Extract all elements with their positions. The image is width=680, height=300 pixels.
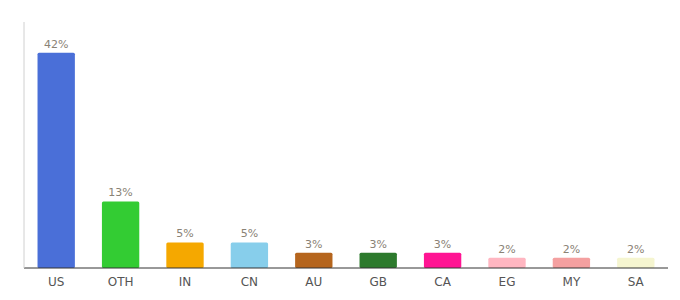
data-labels: 42% 13% 5% 5% 3% 3% 3% 2% 2% 2% <box>44 38 645 256</box>
data-label: 3% <box>369 238 386 251</box>
data-label: 5% <box>176 227 193 240</box>
bar <box>295 253 332 268</box>
tick-label: IN <box>179 275 192 289</box>
data-label: 13% <box>108 186 132 199</box>
bar <box>553 258 590 268</box>
bar <box>102 201 139 268</box>
data-label: 42% <box>44 38 68 51</box>
bar <box>231 242 268 268</box>
tick-label: MY <box>563 275 581 289</box>
tick-label: OTH <box>108 275 134 289</box>
tick-label: GB <box>369 275 387 289</box>
data-label: 2% <box>563 243 580 256</box>
data-label: 2% <box>498 243 515 256</box>
bar <box>166 242 203 268</box>
data-label: 5% <box>241 227 258 240</box>
tick-label: SA <box>628 275 645 289</box>
data-label: 3% <box>305 238 322 251</box>
bar <box>424 253 461 268</box>
chart-container: 42% 13% 5% 5% 3% 3% 3% 2% 2% 2% US OTH IN CN AU GB CA EG M… <box>0 0 680 300</box>
tick-label: CN <box>241 275 258 289</box>
x-axis-line <box>24 268 668 269</box>
chart: 42% 13% 5% 5% 3% 3% 3% 2% 2% 2% US OTH IN CN AU GB CA EG M… <box>0 0 680 300</box>
bar <box>360 253 397 268</box>
tick-label: CA <box>434 275 451 289</box>
tick-label: US <box>48 275 64 289</box>
data-label: 3% <box>434 238 451 251</box>
bar <box>38 53 75 268</box>
bars <box>38 53 655 268</box>
tick-label: EG <box>499 275 516 289</box>
bar <box>617 258 654 268</box>
data-label: 2% <box>627 243 644 256</box>
y-axis-line <box>24 22 25 268</box>
bar <box>488 258 525 268</box>
tick-label: AU <box>305 275 322 289</box>
x-axis: US OTH IN CN AU GB CA EG MY SA <box>24 268 668 289</box>
